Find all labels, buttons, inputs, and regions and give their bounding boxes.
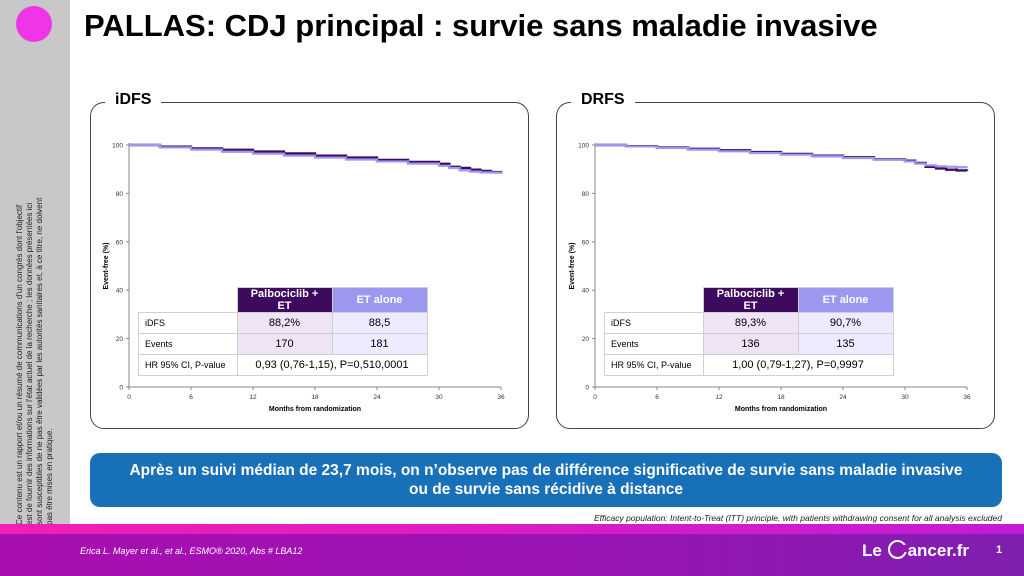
x-tick-label: 36: [963, 394, 971, 401]
hr-value: 1,00 (0,79-1,27), P=0,9997: [702, 354, 894, 376]
table-row: HR 95% CI, P-value 0,93 (0,76-1,15), P=0…: [138, 354, 428, 376]
x-axis-label: Months from randomization: [735, 406, 827, 413]
x-tick-label: 12: [249, 394, 257, 401]
value-palbociclib: 88,2%: [236, 312, 333, 334]
header-et-alone: ET alone: [331, 287, 428, 313]
header-et-alone: ET alone: [797, 287, 894, 313]
conclusion-banner: Après un suivi médian de 23,7 mois, on n…: [90, 453, 1002, 507]
km-series-line: [129, 143, 503, 174]
page-title: PALLAS: CDJ principal : survie sans mala…: [84, 8, 878, 43]
y-tick-label: 0: [585, 385, 589, 392]
header-palbociclib: Palbociclib + ET: [702, 287, 799, 313]
drfs-stats-table: Palbociclib + ET ET alone iDFS 89,3% 90,…: [604, 287, 894, 376]
x-tick-label: 30: [901, 394, 909, 401]
km-series-line: [595, 143, 969, 169]
y-axis-label: Event-free (%): [103, 242, 110, 289]
page-number: 1: [996, 544, 1003, 556]
value-et-alone: 181: [331, 333, 428, 355]
row-label: iDFS: [604, 312, 704, 334]
row-label: Events: [604, 333, 704, 355]
y-axis-label: Event-free (%): [569, 242, 576, 289]
x-tick-label: 6: [655, 394, 659, 401]
value-et-alone: 90,7%: [797, 312, 894, 334]
lecancer-logo[interactable]: Le ancer.fr: [862, 540, 969, 561]
row-label: iDFS: [138, 312, 238, 334]
hr-label: HR 95% CI, P-value: [138, 354, 238, 376]
panel-title: DRFS: [571, 91, 635, 109]
drfs-km-chart: 0 20 40 60 80 100 0 6 12 18 24 30 36 Months from rand…: [569, 143, 971, 414]
x-tick-label: 12: [715, 394, 723, 401]
value-palbociclib: 89,3%: [702, 312, 799, 334]
table-row: Events 136 135: [604, 333, 894, 355]
y-tick-label: 60: [116, 239, 124, 246]
hr-label: HR 95% CI, P-value: [604, 354, 704, 376]
hr-value: 0,93 (0,76-1,15), P=0,510,0001: [236, 354, 428, 376]
drfs-panel: DRFS 0 20 40 60 80 100 0 6 12 18 24 30 36 Months from…: [556, 91, 995, 429]
x-tick-label: 18: [311, 394, 319, 401]
value-palbociclib: 136: [702, 333, 799, 355]
x-tick-label: 0: [593, 394, 597, 401]
table-row: iDFS 89,3% 90,7%: [604, 312, 894, 334]
x-tick-label: 6: [189, 394, 193, 401]
logo-c-icon: [887, 540, 908, 559]
footer: Erica L. Mayer et al., et al., ESMO® 202…: [0, 524, 1024, 576]
y-tick-label: 80: [582, 191, 590, 198]
conclusion-line-1: Après un suivi médian de 23,7 mois, on n…: [129, 462, 963, 479]
citation: Erica L. Mayer et al., et al., ESMO® 202…: [80, 546, 303, 556]
idfs-stats-table: Palbociclib + ET ET alone iDFS 88,2% 88,…: [138, 287, 428, 376]
x-tick-label: 24: [839, 394, 847, 401]
y-tick-label: 40: [582, 288, 590, 295]
value-palbociclib: 170: [236, 333, 333, 355]
row-label: Events: [138, 333, 238, 355]
panel-title: iDFS: [105, 91, 162, 109]
table-row: HR 95% CI, P-value 1,00 (0,79-1,27), P=0…: [604, 354, 894, 376]
logo-text-right: ancer.fr: [907, 541, 970, 560]
footnote: Efficacy population: Intent-to-Treat (IT…: [593, 513, 1002, 523]
logo-text-left: Le: [862, 541, 882, 560]
idfs-km-chart: 0 20 40 60 80 100 0 6 12 18 24 30 36 Months from rand…: [103, 143, 505, 414]
km-series-line: [129, 143, 503, 174]
y-tick-label: 20: [116, 336, 124, 343]
km-series-line: [595, 143, 969, 172]
disclaimer-text: Ce contenu est un rapport et/ou un résum…: [15, 197, 54, 525]
table-row: Events 170 181: [138, 333, 428, 355]
y-tick-label: 40: [116, 288, 124, 295]
table-row: iDFS 88,2% 88,5: [138, 312, 428, 334]
value-et-alone: 135: [797, 333, 894, 355]
y-tick-label: 60: [582, 239, 590, 246]
conclusion-line-2: ou de survie sans récidive à distance: [409, 481, 683, 498]
y-tick-label: 100: [578, 143, 589, 150]
x-tick-label: 18: [777, 394, 785, 401]
x-tick-label: 0: [127, 394, 131, 401]
value-et-alone: 88,5: [331, 312, 428, 334]
header-palbociclib: Palbociclib + ET: [236, 287, 333, 313]
x-axis-label: Months from randomization: [269, 406, 361, 413]
idfs-panel: iDFS 0 20 40 60 80 100 0 6 12 18 24 30 36 Months from…: [90, 91, 529, 429]
x-tick-label: 36: [497, 394, 505, 401]
x-tick-label: 30: [435, 394, 443, 401]
footer-band: [0, 524, 1024, 534]
y-tick-label: 100: [112, 143, 123, 150]
y-tick-label: 0: [119, 385, 123, 392]
brand-dot-icon: [16, 6, 52, 42]
sidebar: Ce contenu est un rapport et/ou un résum…: [0, 0, 70, 525]
y-tick-label: 80: [116, 191, 124, 198]
y-tick-label: 20: [582, 336, 590, 343]
x-tick-label: 24: [373, 394, 381, 401]
